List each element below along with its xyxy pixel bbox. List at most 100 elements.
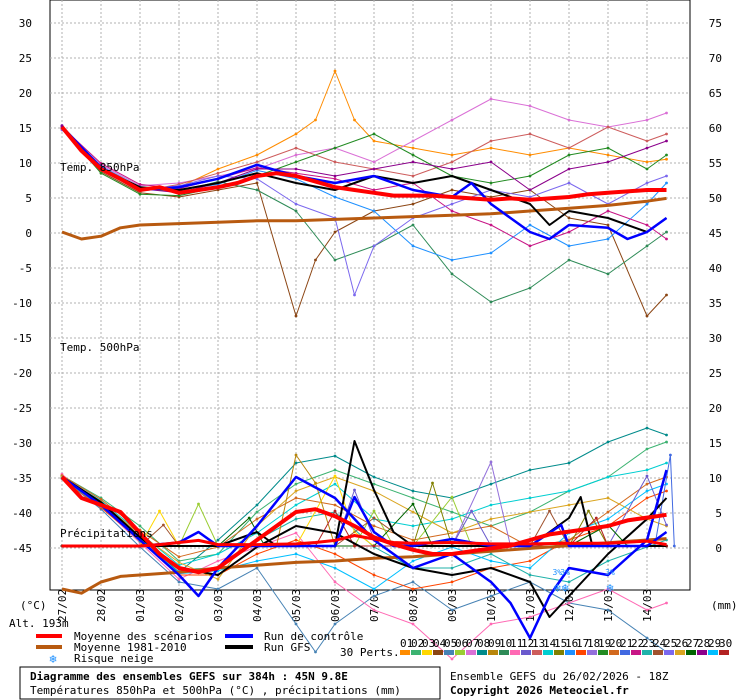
t850-member-point (294, 314, 298, 318)
t500-member-point (450, 510, 454, 514)
precip-member-point (489, 460, 493, 464)
t500-member-point (177, 580, 181, 584)
pert-number: 19 (598, 637, 611, 650)
t850-member-point (645, 202, 649, 206)
pert-color-swatch (444, 650, 454, 655)
t850-member-point (450, 188, 454, 192)
highlight-series (60, 125, 668, 640)
pert-number: 03 (422, 637, 435, 650)
legend-snow-label: Risque neige (74, 652, 153, 665)
t500-member-point (216, 538, 220, 542)
pert-number: 05 (444, 637, 457, 650)
t500-member-point (528, 566, 532, 570)
t850-member-point (645, 223, 649, 227)
t850-member-point (665, 111, 668, 115)
precip-member-point (162, 523, 165, 527)
t850-member-point (645, 314, 649, 318)
t500-member-point (411, 524, 415, 528)
snow-risk-markers: 3% ❄ 3% ❄ 3% ❄ (552, 568, 614, 595)
t850-member-point (489, 251, 493, 255)
t850-member-point (606, 237, 610, 241)
precip-member-point (450, 495, 454, 499)
precip-member-point (333, 474, 337, 478)
precip-member-point (247, 516, 251, 520)
t850-member-point (411, 160, 415, 164)
t500-member-point (665, 433, 668, 437)
t850-member-point (411, 139, 415, 143)
left-tick-label: -15 (12, 332, 32, 345)
t500-member-point (645, 482, 649, 486)
t500-member-point (411, 580, 415, 584)
t850-member-point (645, 118, 649, 122)
t500-member-point (606, 475, 610, 479)
x-date-label: 01/03 (134, 589, 147, 622)
t500-member-point (294, 461, 298, 465)
pert-color-swatch (719, 650, 729, 655)
t500-member-point (606, 608, 610, 612)
t500-member-point (489, 517, 493, 521)
t850-member-point (567, 118, 571, 122)
t850-member-point (665, 174, 668, 178)
precip-member-point (665, 523, 668, 527)
pert-color-swatch (554, 650, 564, 655)
pert-number: 26 (675, 637, 688, 650)
pert-number: 11 (510, 637, 523, 650)
t850-member-point (353, 293, 356, 297)
t500-member-point (294, 552, 298, 556)
plot-frame (49, 0, 691, 591)
legend: Moyenne des scénarios Moyenne 1981-2010 … (36, 630, 732, 666)
precip-member-point (158, 509, 161, 513)
t500-member-point (411, 587, 415, 591)
t850-member-point (645, 160, 649, 164)
pert-number: 14 (543, 637, 557, 650)
t500-member-point (411, 496, 415, 500)
t500-member-point (216, 559, 220, 563)
precip-member-point (372, 509, 376, 513)
left-tick-label: -35 (12, 472, 32, 485)
t850-member-point (294, 132, 298, 136)
x-date-label: 13/03 (602, 589, 615, 622)
t850-member-point (411, 146, 415, 150)
t500-member-point (372, 608, 376, 612)
x-date-label: 07/03 (368, 589, 381, 622)
t850-member-point (450, 153, 454, 157)
pert-number: 18 (587, 637, 600, 650)
t850-member-point (567, 230, 571, 234)
pert-number: 02 (411, 637, 424, 650)
right-tick-label: 0 (715, 542, 722, 555)
t500-control-line (61, 469, 668, 640)
t850-member-point (255, 167, 259, 171)
pert-color-swatch (521, 650, 531, 655)
t500-member-point (333, 454, 337, 458)
t850-member-point (255, 181, 259, 185)
t500-member-point (255, 503, 259, 507)
t500-member-point (645, 636, 649, 640)
t850-member-point (314, 118, 317, 122)
precip-gfs-line (62, 440, 667, 547)
pert-number: 10 (499, 637, 512, 650)
t850-member-point (353, 118, 356, 122)
t500-member-point (372, 594, 376, 598)
t850-member-point (528, 174, 532, 178)
t500-member-point (606, 496, 610, 500)
t850-member-point (411, 174, 415, 178)
precip-member-point (353, 488, 356, 492)
t850-member-point (606, 209, 610, 213)
left-tick-label: -45 (12, 542, 32, 555)
t500-member-point (216, 552, 220, 556)
pert-number: 25 (664, 637, 677, 650)
t850-member-point (372, 132, 376, 136)
t850-member-point (411, 202, 415, 206)
left-tick-label: -30 (12, 437, 32, 450)
x-date-label: 02/03 (173, 589, 186, 622)
x-date-label: 11/03 (524, 589, 537, 622)
t850-member-point (333, 69, 337, 73)
t500-member-point (665, 489, 668, 493)
t500-member-point (255, 510, 259, 514)
pert-number: 29 (708, 637, 721, 650)
left-tick-label: 25 (19, 52, 32, 65)
pert-number: 30 (719, 637, 732, 650)
left-unit-label: (°C) (20, 599, 47, 612)
t850-member-point (528, 188, 532, 192)
